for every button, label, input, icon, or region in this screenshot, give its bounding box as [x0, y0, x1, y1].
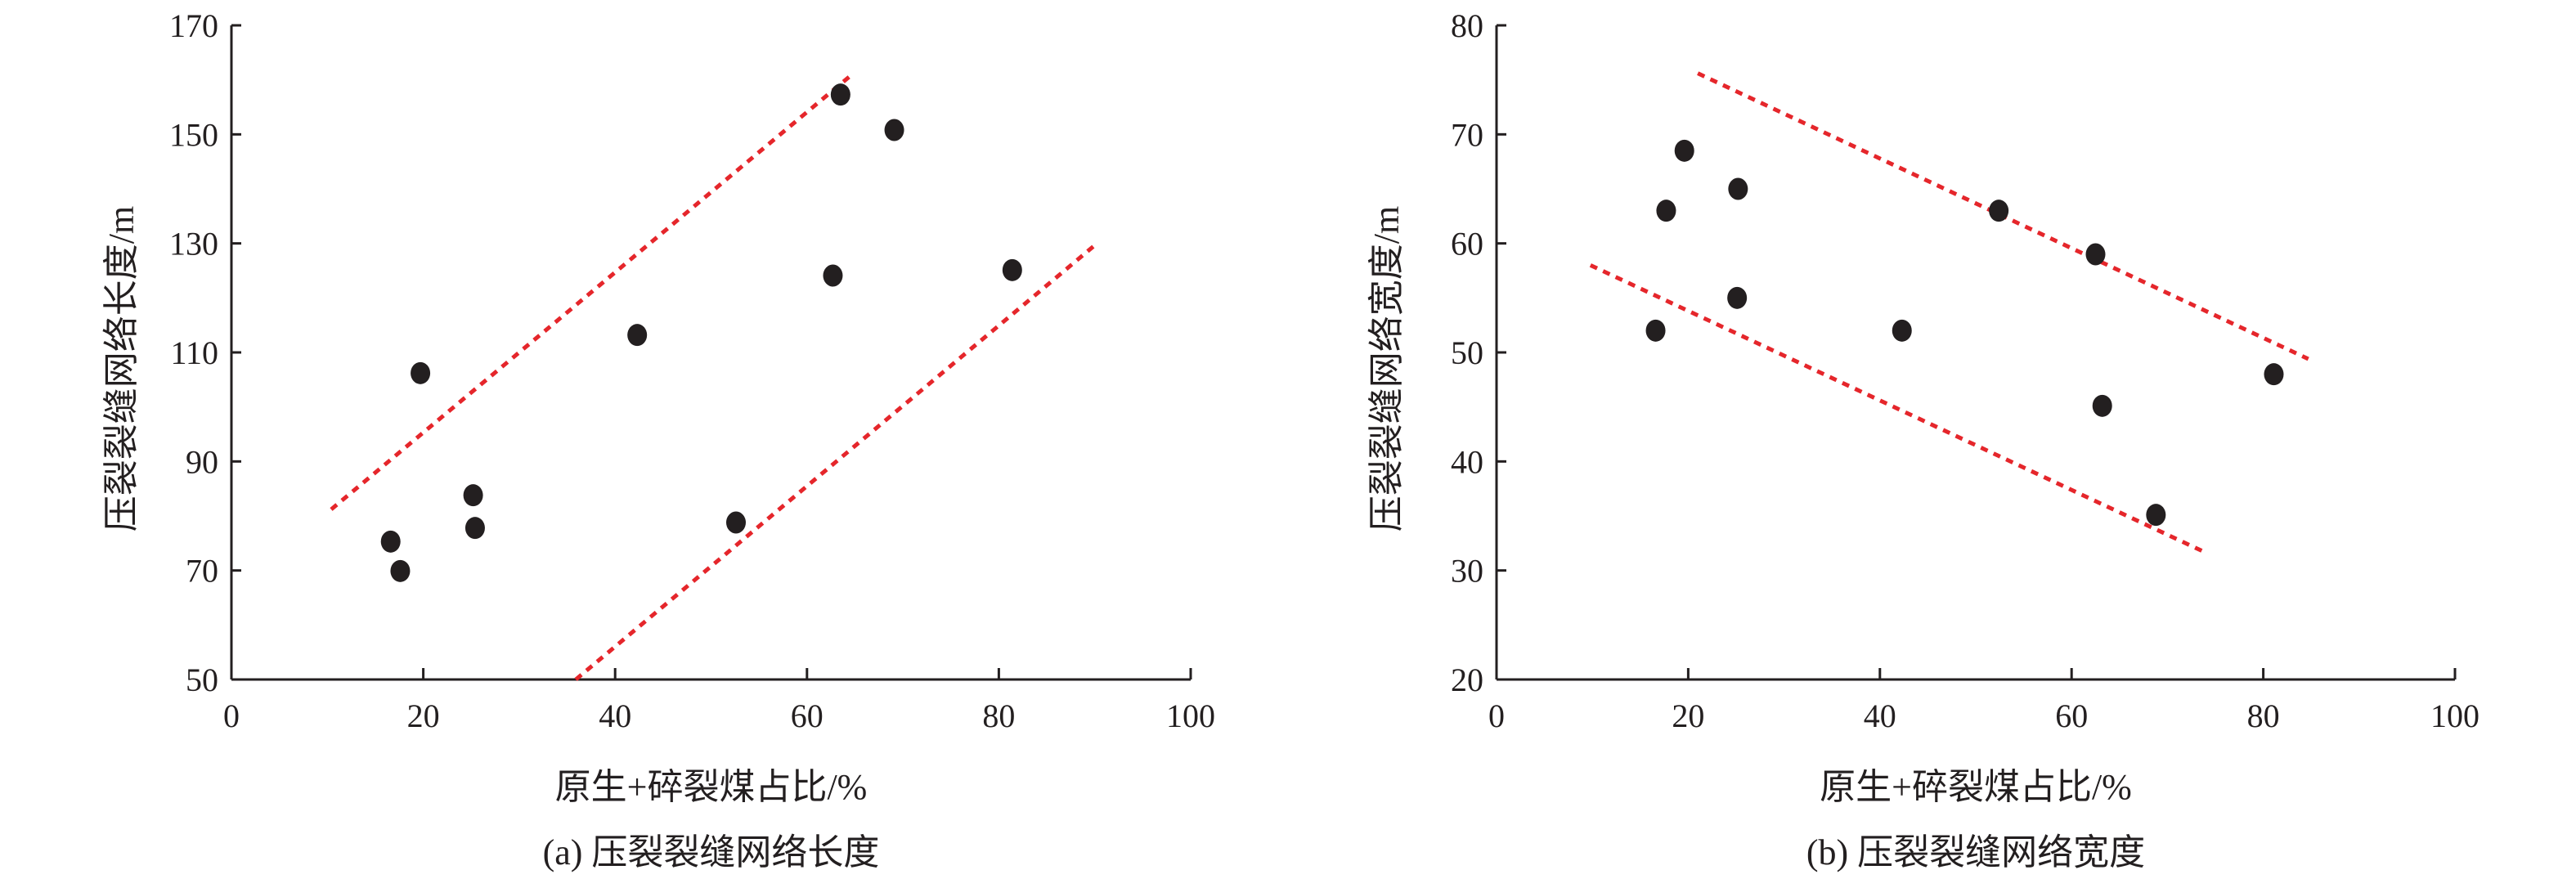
data-point: [1727, 286, 1748, 309]
x-tick-label: 0: [1488, 697, 1505, 734]
y-tick-label: 170: [169, 7, 218, 44]
y-tick-label: 30: [1451, 553, 1483, 590]
data-point: [1728, 177, 1748, 200]
bound-line-upper: [330, 74, 852, 511]
y-tick-label: 20: [1451, 662, 1483, 698]
data-point: [725, 511, 746, 534]
bound-line-lower: [574, 243, 1097, 681]
data-point: [380, 530, 401, 553]
chart-a: 0 20 40 60 80 100 50 70 90 110 130 150 170 原生+碎裂煤占比/%…: [101, 7, 1215, 872]
y-axis-label: 压裂裂缝网络宽度/m: [1367, 206, 1407, 531]
x-tick-label: 40: [599, 697, 631, 734]
y-tick-label: 50: [1451, 334, 1483, 371]
data-point: [411, 361, 431, 384]
data-point: [2264, 363, 2284, 386]
x-tick-label: 40: [1864, 697, 1896, 734]
x-tick-label: 100: [1166, 697, 1215, 734]
chart-b: 0 20 40 60 80 10020304050607080原生+碎裂煤占比/%压裂裂缝…: [1367, 7, 2480, 872]
y-tick-label: 130: [169, 226, 218, 262]
x-tick-label: 80: [2247, 697, 2280, 734]
data-point: [464, 517, 485, 540]
data-point: [823, 264, 843, 287]
data-point: [1645, 319, 1666, 342]
data-point: [627, 324, 648, 347]
x-tick-label: 0: [223, 697, 240, 734]
y-tick-label: 40: [1451, 443, 1483, 480]
data-point: [2092, 394, 2112, 417]
data-point: [1002, 258, 1022, 281]
y-tick-label: 70: [1451, 116, 1483, 153]
y-tick-label: 80: [1451, 7, 1483, 44]
data-point: [1892, 319, 1912, 342]
data-point: [2085, 243, 2106, 266]
bound-line-lower: [1589, 263, 2203, 553]
data-point: [2146, 504, 2166, 527]
x-tick-label: 60: [791, 697, 824, 734]
x-tick-label: 100: [2430, 697, 2480, 734]
x-tick-label: 20: [407, 697, 440, 734]
x-axis-label: 原生+碎裂煤占比/%: [1820, 767, 2132, 807]
y-tick-label: 60: [1451, 226, 1483, 262]
y-tick-label: 50: [186, 662, 218, 698]
y-tick-label: 70: [186, 553, 218, 590]
data-point: [1674, 139, 1694, 162]
x-axis-label: 原生+碎裂煤占比/%: [555, 767, 868, 807]
x-tick-label: 80: [982, 697, 1015, 734]
caption: (a) 压裂裂缝网络长度: [543, 832, 880, 872]
caption: (b) 压裂裂缝网络宽度: [1806, 832, 2145, 872]
data-point: [830, 83, 850, 106]
data-point: [390, 559, 411, 582]
data-point: [884, 119, 904, 141]
y-axis-label: 压裂裂缝网络长度/m: [101, 206, 141, 531]
data-point: [1989, 200, 2009, 222]
y-tick-label: 90: [186, 443, 218, 480]
data-point: [463, 484, 483, 507]
x-tick-label: 60: [2055, 697, 2088, 734]
x-tick-label: 20: [1672, 697, 1704, 734]
y-tick-label: 150: [169, 116, 218, 153]
data-point: [1656, 200, 1676, 222]
y-tick-label: 110: [170, 334, 218, 371]
